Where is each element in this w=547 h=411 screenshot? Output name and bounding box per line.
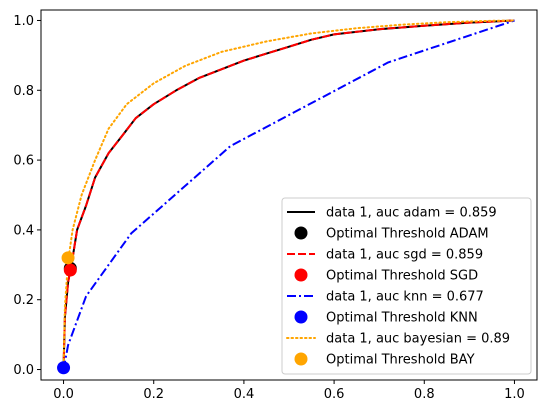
series-line-data-1-auc-knn-0-677	[62, 19, 515, 370]
x-tick-label: 0.8	[414, 387, 435, 402]
series-line-data-1-auc-sgd-0-859	[62, 19, 515, 370]
y-tick-label: 0.8	[13, 84, 34, 99]
x-tick-label: 0.0	[53, 387, 74, 402]
legend-box	[281, 197, 532, 375]
legend-label: data 1, auc knn = 0.677	[326, 290, 484, 305]
legend-swatch-marker	[294, 226, 308, 240]
y-tick-label: 0.4	[13, 223, 34, 238]
x-tick-label: 0.4	[234, 387, 255, 402]
legend-label: Optimal Threshold KNN	[326, 311, 478, 326]
series-point-optimal-threshold-bay	[61, 251, 75, 265]
x-axis: 0.0 0.2 0.4 0.6 0.8 1.0	[53, 380, 525, 402]
y-axis: 0.0 0.2 0.4 0.6 0.8 1.0	[13, 14, 41, 378]
x-tick-label: 0.2	[143, 387, 164, 402]
series-point-optimal-threshold-sgd	[63, 263, 77, 277]
y-tick-label: 0.6	[13, 154, 34, 169]
x-tick-label: 0.6	[324, 387, 345, 402]
legend: data 1, auc adam = 0.859 Optimal Threshol…	[281, 197, 532, 375]
series-line-data-1-auc-bayesian-0-89	[62, 19, 516, 371]
legend-swatch-marker	[294, 352, 308, 366]
legend-label: Optimal Threshold SGD	[326, 269, 478, 284]
x-tick-label: 1.0	[504, 387, 525, 402]
y-tick-label: 0.2	[13, 293, 34, 308]
legend-label: data 1, auc bayesian = 0.89	[326, 332, 510, 347]
y-tick-label: 0.0	[13, 363, 34, 378]
legend-label: Optimal Threshold ADAM	[326, 227, 489, 242]
series-point-optimal-threshold-knn	[57, 361, 71, 375]
series-layer	[57, 19, 516, 375]
legend-label: data 1, auc adam = 0.859	[326, 206, 497, 221]
legend-label: data 1, auc sgd = 0.859	[326, 248, 483, 263]
legend-swatch-marker	[294, 310, 308, 324]
y-tick-label: 1.0	[13, 14, 34, 29]
legend-swatch-marker	[294, 268, 308, 282]
plot-frame	[40, 9, 538, 381]
legend-label: Optimal Threshold BAY	[326, 353, 475, 368]
